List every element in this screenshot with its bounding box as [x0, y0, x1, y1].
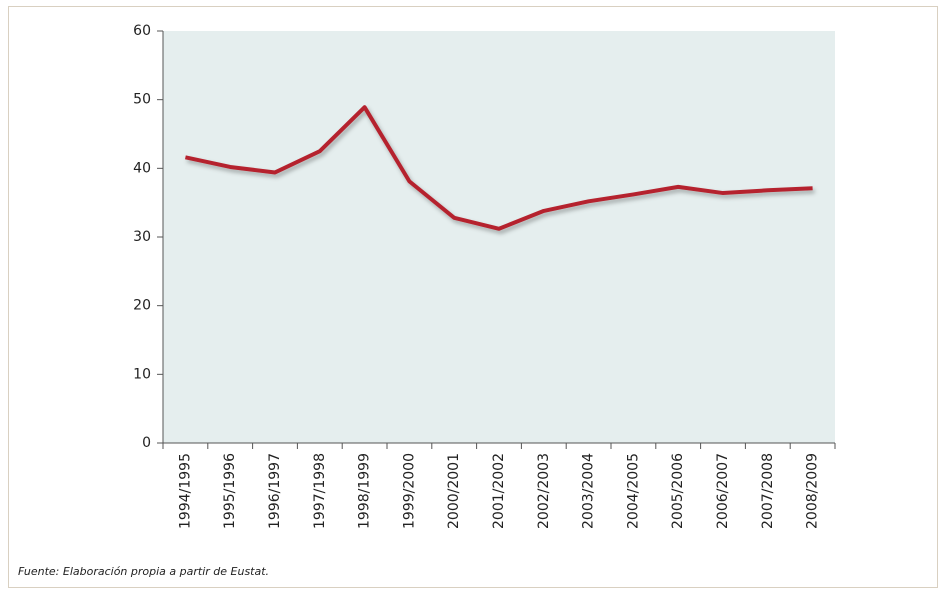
x-tick-label: 1995/1996: [222, 453, 238, 529]
x-tick-label: 2000/2001: [446, 453, 462, 529]
x-tick-label: 2001/2002: [491, 453, 507, 529]
caption: Fuente: Elaboración propia a partir de E…: [18, 565, 269, 578]
data-line: [184, 105, 813, 231]
x-tick-label: 2002/2003: [536, 453, 552, 529]
y-tick-label: 50: [133, 92, 151, 108]
x-tick-label: 1996/1997: [267, 453, 283, 529]
x-tick-label: 2008/2009: [805, 453, 821, 529]
x-tick-label: 2006/2007: [715, 453, 731, 529]
y-tick-label: 60: [133, 23, 151, 39]
y-tick-label: 30: [133, 229, 151, 245]
y-tick-label: 20: [133, 298, 151, 314]
y-tick-label: 0: [142, 435, 151, 451]
y-tick-label: 10: [133, 366, 151, 382]
plot-area: [163, 31, 835, 443]
x-tick-label: 1994/1995: [177, 453, 193, 529]
x-tick-label: 1997/1998: [312, 453, 328, 529]
x-tick-label: 1998/1999: [357, 453, 373, 529]
x-tick-label: 1999/2000: [401, 453, 417, 529]
x-tick-label: 2005/2006: [670, 453, 686, 529]
x-tick-label: 2007/2008: [760, 453, 776, 529]
x-tick-label: 2003/2004: [581, 453, 597, 529]
y-tick-label: 40: [133, 160, 151, 176]
x-tick-label: 2004/2005: [625, 453, 641, 529]
